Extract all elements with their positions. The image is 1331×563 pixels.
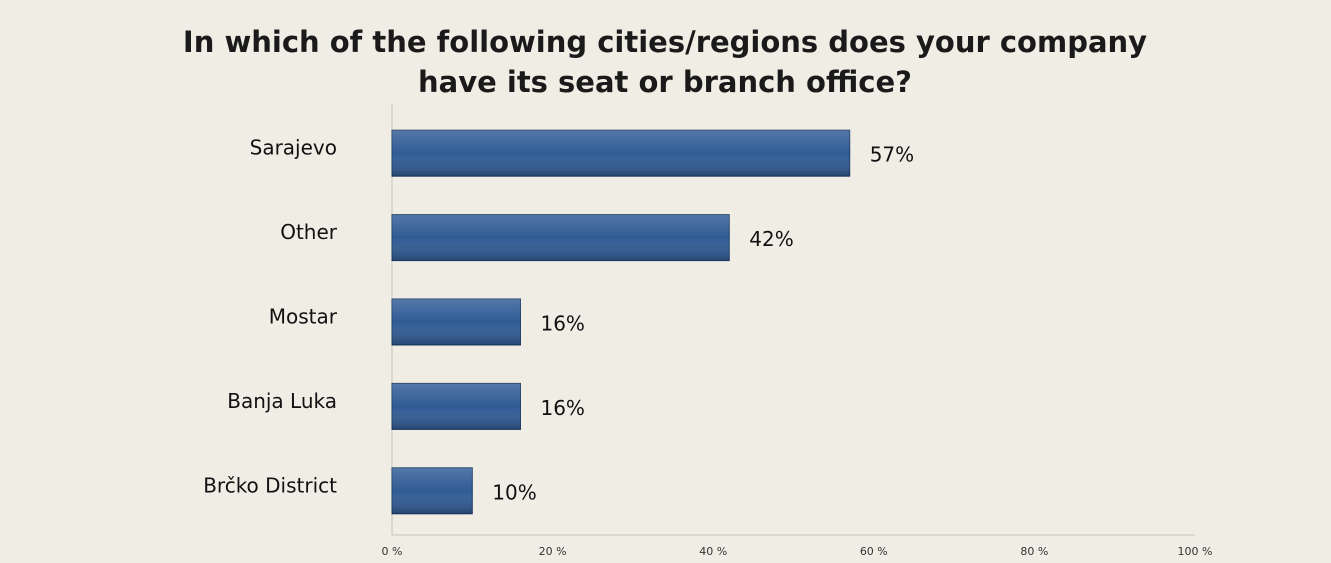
x-tick-label: 80 % xyxy=(1020,545,1048,558)
x-tick-label: 60 % xyxy=(860,545,888,558)
value-label: 16% xyxy=(540,312,584,336)
chart-title: have its seat or branch office? xyxy=(418,65,912,99)
y-tick-label: Brčko District xyxy=(203,473,337,497)
y-tick-label: Other xyxy=(280,220,338,244)
x-tick-label: 40 % xyxy=(699,545,727,558)
y-tick-label: Mostar xyxy=(269,305,338,329)
y-tick-label: Banja Luka xyxy=(227,389,337,413)
chart-title: In which of the following cities/regions… xyxy=(183,25,1147,59)
value-label: 10% xyxy=(492,480,536,504)
bar xyxy=(391,129,851,177)
x-tick-label: 20 % xyxy=(539,545,567,558)
value-label: 16% xyxy=(540,396,584,420)
y-tick-label: Sarajevo xyxy=(250,136,337,160)
bar xyxy=(391,214,730,262)
value-label: 57% xyxy=(870,143,914,167)
bar xyxy=(391,298,521,346)
bar xyxy=(391,467,473,515)
x-tick-label: 0 % xyxy=(382,545,403,558)
bar xyxy=(391,382,521,430)
value-label: 42% xyxy=(749,227,793,251)
x-tick-label: 100 % xyxy=(1178,545,1213,558)
